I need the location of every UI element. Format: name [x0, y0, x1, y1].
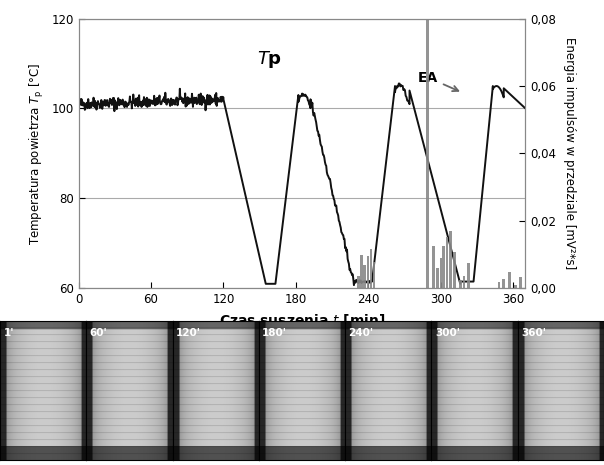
Bar	[453, 252, 455, 288]
Y-axis label: Energia impulsów w przedziale [mV²*s]: Energia impulsów w przedziale [mV²*s]	[563, 37, 576, 270]
Text: 120': 120'	[176, 328, 201, 338]
Text: 360': 360'	[521, 328, 546, 338]
Text: 1': 1'	[4, 328, 14, 338]
Bar	[373, 262, 375, 288]
Bar	[449, 231, 452, 288]
Text: 300': 300'	[435, 328, 460, 338]
Text: 180': 180'	[262, 328, 288, 338]
Bar	[442, 246, 445, 288]
Bar	[367, 256, 369, 288]
Bar	[519, 277, 522, 288]
Text: 240': 240'	[349, 328, 374, 338]
Bar	[432, 246, 435, 288]
Bar	[440, 258, 442, 288]
Text: 60': 60'	[90, 328, 108, 338]
Bar	[498, 282, 500, 288]
Bar	[515, 285, 517, 288]
Bar	[361, 254, 363, 288]
Bar	[446, 237, 448, 288]
Bar	[467, 263, 470, 288]
Bar	[358, 276, 360, 288]
Bar	[509, 272, 511, 288]
Bar	[503, 279, 505, 288]
Bar	[463, 276, 465, 288]
Bar	[364, 265, 366, 288]
X-axis label: Czas suszenia $t$ [min]: Czas suszenia $t$ [min]	[219, 312, 385, 329]
Text: $T$p: $T$p	[257, 48, 283, 70]
Bar	[436, 268, 439, 288]
Bar	[426, 19, 429, 288]
Text: EA: EA	[418, 71, 458, 91]
Bar	[370, 248, 372, 288]
Y-axis label: Temperatura powietrza $T_\mathrm{p}$ [°C]: Temperatura powietrza $T_\mathrm{p}$ [°C…	[28, 62, 46, 245]
Bar	[459, 280, 461, 288]
